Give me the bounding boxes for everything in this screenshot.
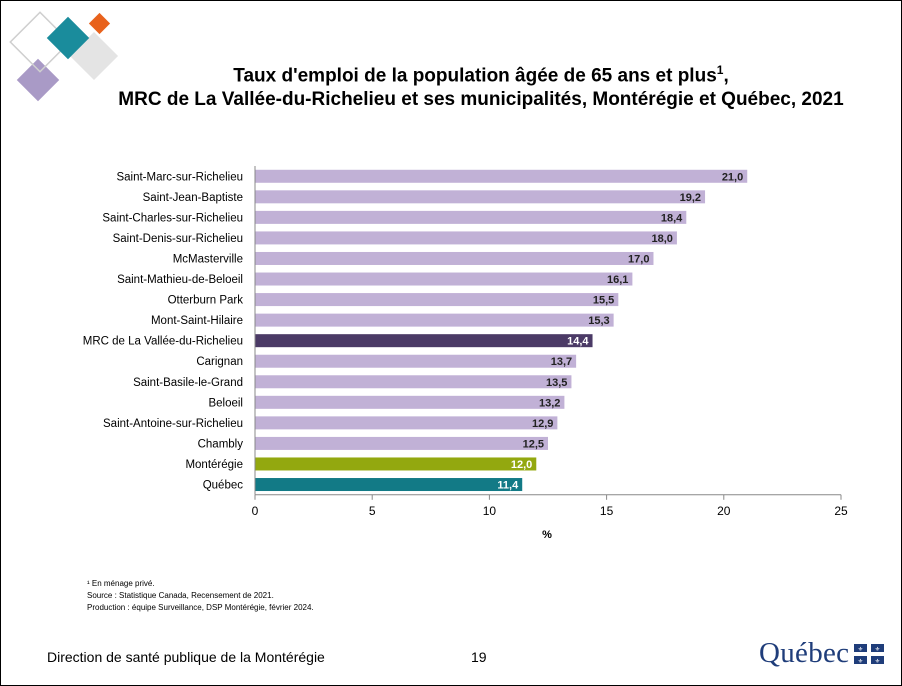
category-label: Otterburn Park xyxy=(168,295,244,307)
svg-text:⚜: ⚜ xyxy=(875,657,880,663)
category-label: Saint-Basile-le-Grand xyxy=(133,377,243,389)
chart-title-line2: MRC de La Vallée-du-Richelieu et ses mun… xyxy=(118,89,844,110)
category-label: Québec xyxy=(203,480,244,492)
decorative-logo-icon xyxy=(9,11,119,102)
x-tick-label: 10 xyxy=(483,504,497,518)
data-label: 19,2 xyxy=(680,192,701,204)
data-label: 11,4 xyxy=(497,480,519,492)
category-label: Saint-Charles-sur-Richelieu xyxy=(102,212,243,224)
svg-text:⚜: ⚜ xyxy=(875,645,880,652)
x-tick-label: 15 xyxy=(600,504,614,518)
data-label: 13,5 xyxy=(546,377,567,389)
category-label: Beloeil xyxy=(208,397,243,409)
category-label: Saint-Jean-Baptiste xyxy=(143,192,243,204)
svg-text:⚜: ⚜ xyxy=(858,645,863,652)
source-note: Source : Statistique Canada, Recensement… xyxy=(87,591,274,600)
bar xyxy=(255,416,558,430)
bar xyxy=(255,190,706,204)
footnote: ¹ En ménage privé. xyxy=(87,579,155,588)
logo-orange-diamond xyxy=(88,12,111,35)
category-label: Carignan xyxy=(196,356,243,368)
data-label: 21,0 xyxy=(722,171,743,183)
data-label: 16,1 xyxy=(607,274,628,286)
bar xyxy=(255,334,593,348)
bar xyxy=(255,210,687,224)
fleurdelise-flag-icon: ⚜ ⚜ ⚜ ⚜ xyxy=(854,643,885,664)
bar xyxy=(255,395,565,409)
category-label: Mont-Saint-Hilaire xyxy=(151,315,243,327)
data-label: 12,0 xyxy=(511,459,532,471)
data-label: 18,4 xyxy=(661,212,683,224)
data-label: 12,5 xyxy=(523,438,544,450)
page-number: 19 xyxy=(471,649,487,665)
bar xyxy=(255,436,548,450)
bar xyxy=(255,354,577,368)
data-label: 17,0 xyxy=(628,253,649,265)
footer-organization: Direction de santé publique de la Montér… xyxy=(47,649,325,665)
chart-title-line1: Taux d'emploi de la population âgée de 6… xyxy=(233,63,729,87)
category-label: Saint-Antoine-sur-Richelieu xyxy=(103,418,243,430)
x-tick-label: 20 xyxy=(717,504,731,518)
bar xyxy=(255,231,677,245)
bar xyxy=(255,313,614,327)
bar xyxy=(255,293,619,307)
production-note: Production : équipe Surveillance, DSP Mo… xyxy=(87,603,314,612)
data-label: 14,4 xyxy=(567,336,589,348)
category-label: McMasterville xyxy=(173,253,243,265)
x-tick-label: 0 xyxy=(252,504,259,518)
bar xyxy=(255,478,523,492)
quebec-wordmark: Québec xyxy=(759,637,850,669)
data-label: 13,2 xyxy=(539,397,560,409)
data-label: 15,5 xyxy=(593,295,614,307)
title-footnote-marker: 1 xyxy=(716,63,724,77)
data-label: 18,0 xyxy=(651,233,672,245)
bar xyxy=(255,457,537,471)
x-tick-label: 5 xyxy=(369,504,376,518)
data-label: 12,9 xyxy=(532,418,553,430)
svg-text:⚜: ⚜ xyxy=(858,657,863,663)
bar-chart: 21,0 Saint-Marc-sur-Richelieu 19,2 Saint-Je… xyxy=(83,166,848,541)
bar xyxy=(255,272,633,286)
bar xyxy=(255,251,654,265)
data-label: 15,3 xyxy=(588,315,609,327)
category-label: Chambly xyxy=(198,438,244,450)
bar xyxy=(255,375,572,389)
x-axis-label: % xyxy=(542,529,552,541)
logo-outline-diamond xyxy=(9,11,71,73)
bar xyxy=(255,169,748,183)
quebec-logo: Québec ⚜ ⚜ ⚜ ⚜ xyxy=(759,637,885,670)
data-label: 13,7 xyxy=(551,356,572,368)
category-label: Saint-Denis-sur-Richelieu xyxy=(113,233,243,245)
category-label: Saint-Mathieu-de-Beloeil xyxy=(117,274,243,286)
category-label: MRC de La Vallée-du-Richelieu xyxy=(83,336,243,348)
category-label: Montérégie xyxy=(185,459,243,471)
x-tick-label: 25 xyxy=(834,504,848,518)
category-label: Saint-Marc-sur-Richelieu xyxy=(116,171,243,183)
